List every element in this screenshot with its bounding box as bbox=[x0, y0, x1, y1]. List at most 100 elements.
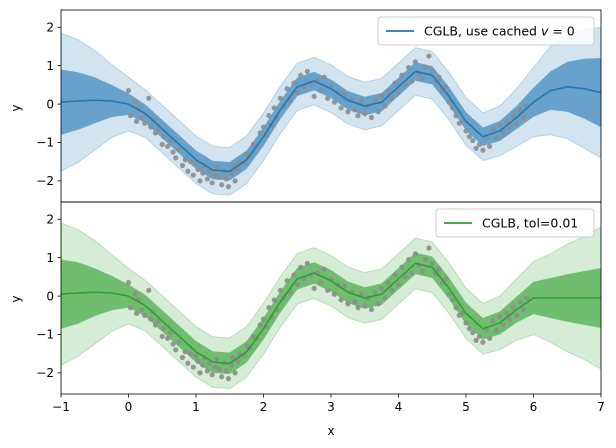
data-point bbox=[487, 143, 493, 149]
data-point bbox=[517, 107, 523, 113]
data-point bbox=[426, 53, 432, 59]
data-point bbox=[426, 245, 432, 251]
data-point bbox=[266, 305, 272, 311]
data-point bbox=[503, 310, 510, 316]
data-point bbox=[379, 285, 385, 291]
data-point bbox=[412, 59, 418, 65]
data-point bbox=[146, 95, 152, 101]
mean-line bbox=[61, 70, 601, 173]
data-point bbox=[125, 88, 132, 94]
data-point bbox=[497, 122, 503, 128]
mean-line bbox=[61, 262, 601, 365]
data-point bbox=[167, 137, 173, 144]
x-tick-label: 3 bbox=[327, 400, 335, 414]
x-tick-label: 5 bbox=[462, 400, 470, 414]
data-point bbox=[176, 339, 182, 345]
data-point bbox=[490, 126, 496, 132]
data-point bbox=[503, 118, 510, 124]
data-point bbox=[368, 306, 375, 313]
data-point bbox=[389, 95, 395, 101]
data-point bbox=[206, 168, 213, 174]
data-point bbox=[473, 337, 479, 343]
data-point bbox=[148, 124, 154, 130]
data-point bbox=[204, 368, 211, 374]
data-point bbox=[152, 130, 159, 136]
data-point bbox=[493, 136, 499, 142]
data-point bbox=[223, 176, 229, 182]
inner-confidence-band bbox=[61, 58, 601, 181]
data-point bbox=[382, 295, 388, 301]
y-tick-label: 0 bbox=[46, 289, 54, 303]
data-point bbox=[161, 326, 167, 332]
data-point bbox=[257, 322, 263, 328]
data-point bbox=[392, 80, 398, 86]
data-point bbox=[510, 305, 516, 311]
data-point bbox=[392, 272, 398, 278]
data-point bbox=[209, 372, 215, 378]
data-point bbox=[399, 72, 405, 78]
data-point bbox=[510, 113, 516, 119]
data-point bbox=[161, 134, 167, 140]
data-point bbox=[190, 364, 196, 370]
data-point bbox=[294, 281, 300, 288]
data-point bbox=[311, 285, 317, 291]
data-point bbox=[473, 145, 479, 151]
top-y-axis-label: y bbox=[9, 104, 23, 111]
data-point bbox=[197, 178, 203, 184]
data-point bbox=[230, 354, 236, 361]
data-point bbox=[139, 114, 145, 121]
data-point bbox=[277, 287, 283, 293]
data-point bbox=[165, 143, 171, 149]
data-point bbox=[291, 272, 297, 278]
data-point bbox=[193, 161, 199, 167]
x-tick-label: 6 bbox=[530, 400, 538, 414]
data-point bbox=[449, 105, 456, 111]
data-point bbox=[219, 182, 225, 188]
x-tick-label: 1 bbox=[192, 400, 200, 414]
data-point bbox=[260, 124, 267, 130]
y-tick-label: −2 bbox=[36, 174, 54, 188]
data-point bbox=[470, 329, 476, 336]
data-point bbox=[352, 299, 358, 305]
data-point bbox=[212, 364, 218, 370]
data-point bbox=[132, 291, 138, 297]
data-point bbox=[419, 76, 425, 82]
data-point bbox=[476, 333, 483, 339]
data-point bbox=[235, 358, 241, 364]
y-tick-label: 2 bbox=[46, 212, 54, 226]
data-point bbox=[362, 111, 368, 117]
data-point bbox=[204, 176, 211, 182]
x-tick-label: 2 bbox=[260, 400, 268, 414]
data-point bbox=[298, 72, 304, 78]
data-point bbox=[209, 180, 215, 186]
bottom-panel: −2 −1 0 1 2 y CGLB, tol=0.01 bbox=[9, 201, 602, 395]
data-point bbox=[173, 155, 179, 161]
y-tick-label: −1 bbox=[36, 328, 54, 342]
data-point bbox=[409, 270, 415, 276]
data-point bbox=[146, 287, 152, 293]
bottom-legend-label-prefix: CGLB, tol=0.01 bbox=[482, 216, 578, 231]
data-point bbox=[399, 264, 405, 270]
data-point bbox=[304, 260, 310, 267]
bottom-legend: CGLB, tol=0.01 bbox=[435, 208, 595, 238]
data-point bbox=[188, 351, 194, 357]
data-point bbox=[406, 65, 412, 71]
data-point bbox=[446, 99, 452, 105]
data-point bbox=[382, 103, 388, 109]
data-point bbox=[193, 353, 199, 359]
data-point bbox=[453, 305, 459, 311]
data-point bbox=[355, 305, 361, 311]
data-point bbox=[217, 366, 223, 372]
bottom-y-axis-label: y bbox=[9, 295, 23, 302]
data-point bbox=[318, 280, 324, 286]
data-point bbox=[429, 260, 435, 267]
data-point bbox=[514, 120, 520, 126]
data-point bbox=[190, 172, 196, 178]
data-point bbox=[487, 335, 493, 341]
data-point bbox=[514, 312, 520, 318]
data-point bbox=[341, 283, 348, 290]
data-point bbox=[284, 86, 290, 92]
data-point bbox=[443, 84, 449, 90]
data-point bbox=[142, 120, 148, 126]
